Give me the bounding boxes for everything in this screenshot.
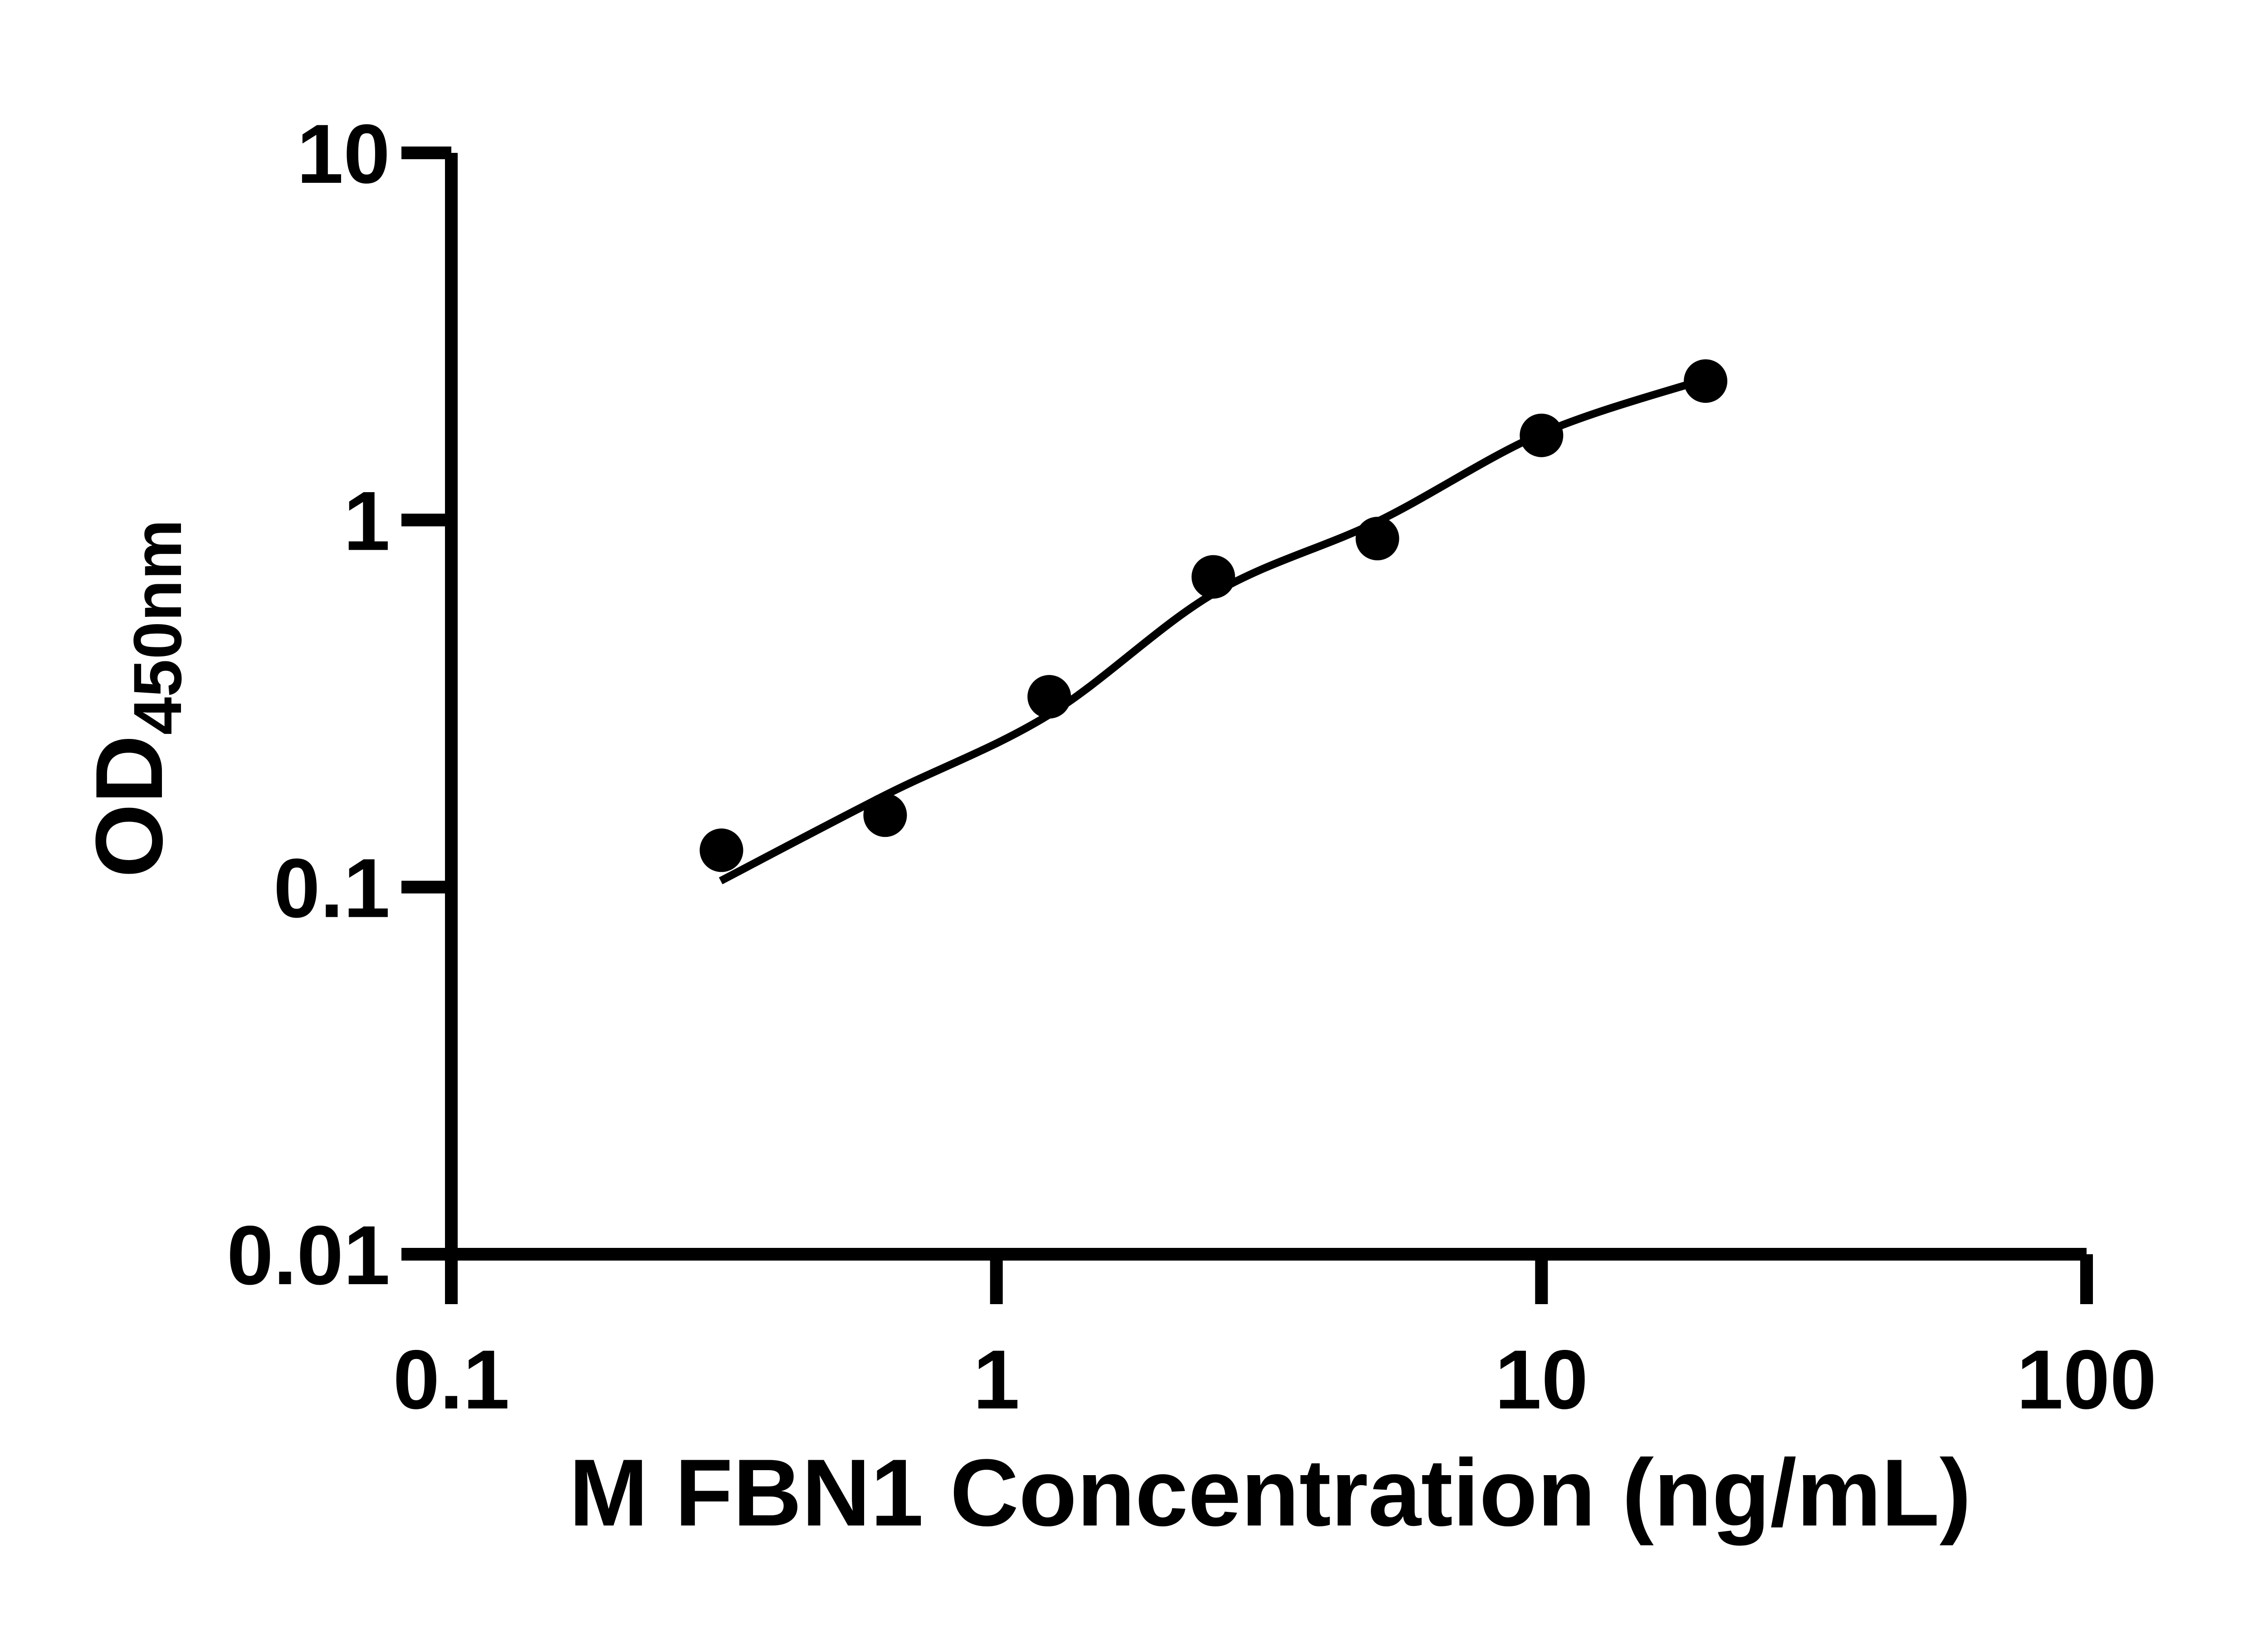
data-point [863,793,907,837]
x-tick-label: 0.1 [393,1333,509,1427]
y-tick-label: 10 [297,108,390,201]
data-point [1191,555,1235,599]
x-tick-label: 1 [973,1333,1020,1427]
data-point [1027,675,1071,719]
data-point [699,828,743,872]
data-point [1684,359,1728,403]
y-tick-label: 0.01 [227,1209,390,1302]
y-axis-title: OD450nm [72,519,196,878]
y-axis-title-main: OD [76,735,182,878]
data-point [1355,517,1399,561]
x-tick-label: 100 [2017,1333,2157,1427]
y-axis-title-subscript: 450nm [119,519,196,735]
y-tick-label: 1 [343,474,390,568]
y-tick-label: 0.1 [274,842,390,935]
x-axis-title: M FBN1 Concentration (ng/mL) [569,1439,1971,1546]
x-tick-label: 10 [1495,1333,1588,1427]
data-point [1520,413,1564,457]
